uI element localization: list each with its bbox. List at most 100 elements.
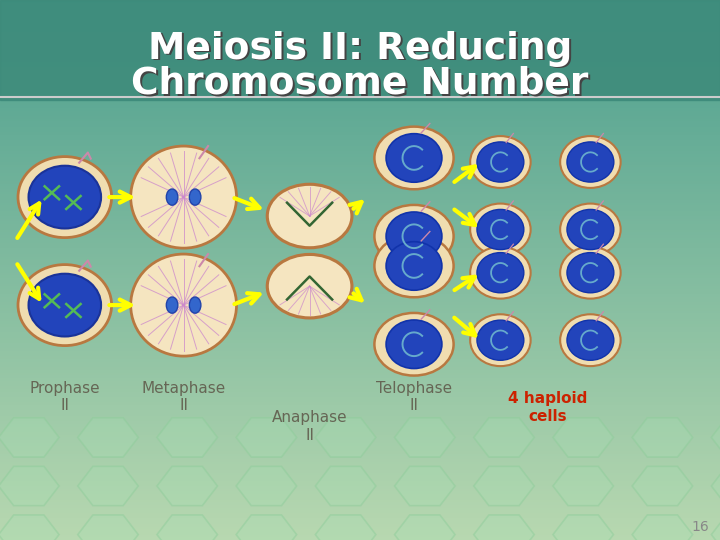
- Bar: [0, 394, 720, 397]
- Bar: [0, 235, 720, 238]
- Bar: [0, 154, 720, 157]
- Bar: [0, 202, 720, 205]
- Bar: [0, 300, 720, 302]
- Bar: [0, 8, 720, 11]
- Bar: [0, 238, 720, 240]
- Bar: [0, 256, 720, 259]
- Ellipse shape: [386, 320, 442, 368]
- Bar: [0, 324, 720, 327]
- Bar: [0, 94, 720, 97]
- Bar: [0, 308, 720, 310]
- Bar: [0, 338, 720, 340]
- Bar: [0, 526, 720, 529]
- Bar: [0, 146, 720, 148]
- Bar: [0, 332, 720, 335]
- Bar: [0, 319, 720, 321]
- Bar: [0, 472, 720, 475]
- Bar: [0, 513, 720, 516]
- Bar: [0, 448, 720, 451]
- Bar: [0, 157, 720, 159]
- Bar: [0, 292, 720, 294]
- Ellipse shape: [386, 134, 442, 182]
- Bar: [0, 57, 720, 59]
- Bar: [0, 78, 720, 81]
- Bar: [0, 432, 720, 435]
- Bar: [0, 286, 720, 289]
- Bar: [0, 470, 720, 472]
- Bar: [0, 313, 720, 316]
- Text: Meiosis II: Reducing: Meiosis II: Reducing: [148, 31, 572, 66]
- Bar: [0, 27, 720, 30]
- Bar: [0, 416, 720, 418]
- Bar: [0, 505, 720, 508]
- Bar: [0, 351, 720, 354]
- Bar: [0, 240, 720, 243]
- Bar: [0, 124, 720, 127]
- Bar: [0, 176, 720, 178]
- Bar: [0, 481, 720, 483]
- Bar: [0, 489, 720, 491]
- Bar: [0, 437, 720, 440]
- Bar: [0, 135, 720, 138]
- Bar: [0, 189, 720, 192]
- Bar: [0, 429, 720, 432]
- Bar: [0, 178, 720, 181]
- Ellipse shape: [267, 254, 352, 318]
- Bar: [0, 200, 720, 202]
- Bar: [0, 427, 720, 429]
- Bar: [0, 148, 720, 151]
- Bar: [0, 19, 720, 22]
- Bar: [0, 162, 720, 165]
- Bar: [0, 383, 720, 386]
- Bar: [0, 451, 720, 454]
- Bar: [0, 211, 720, 213]
- Bar: [0, 389, 720, 392]
- Bar: [0, 59, 720, 62]
- Bar: [0, 405, 720, 408]
- Bar: [0, 483, 720, 486]
- Bar: [0, 535, 720, 537]
- Ellipse shape: [477, 210, 524, 249]
- Bar: [0, 151, 720, 154]
- Bar: [0, 49, 720, 51]
- Bar: [0, 478, 720, 481]
- Bar: [0, 329, 720, 332]
- Bar: [0, 462, 720, 464]
- Bar: [0, 167, 720, 170]
- Text: Anaphase
II: Anaphase II: [271, 410, 348, 443]
- Bar: [0, 400, 720, 402]
- Bar: [0, 494, 720, 497]
- Bar: [0, 22, 720, 24]
- Bar: [0, 0, 720, 100]
- Ellipse shape: [477, 320, 524, 360]
- Bar: [0, 30, 720, 32]
- Bar: [0, 491, 720, 494]
- Bar: [0, 265, 720, 267]
- Ellipse shape: [166, 189, 178, 205]
- Bar: [0, 219, 720, 221]
- Ellipse shape: [567, 320, 614, 360]
- Ellipse shape: [477, 142, 524, 182]
- Bar: [0, 343, 720, 346]
- Bar: [0, 340, 720, 343]
- Bar: [0, 86, 720, 89]
- Ellipse shape: [166, 297, 178, 313]
- Bar: [0, 43, 720, 46]
- Bar: [0, 254, 720, 256]
- Bar: [0, 51, 720, 54]
- Bar: [0, 518, 720, 521]
- Bar: [0, 227, 720, 229]
- Bar: [0, 122, 720, 124]
- Bar: [0, 418, 720, 421]
- Bar: [0, 0, 720, 3]
- Bar: [0, 284, 720, 286]
- Bar: [0, 224, 720, 227]
- Text: 4 haploid
cells: 4 haploid cells: [508, 392, 587, 424]
- Bar: [0, 194, 720, 197]
- Bar: [0, 205, 720, 208]
- Bar: [0, 213, 720, 216]
- Ellipse shape: [267, 184, 352, 248]
- Bar: [0, 510, 720, 513]
- Ellipse shape: [470, 247, 531, 299]
- Bar: [0, 289, 720, 292]
